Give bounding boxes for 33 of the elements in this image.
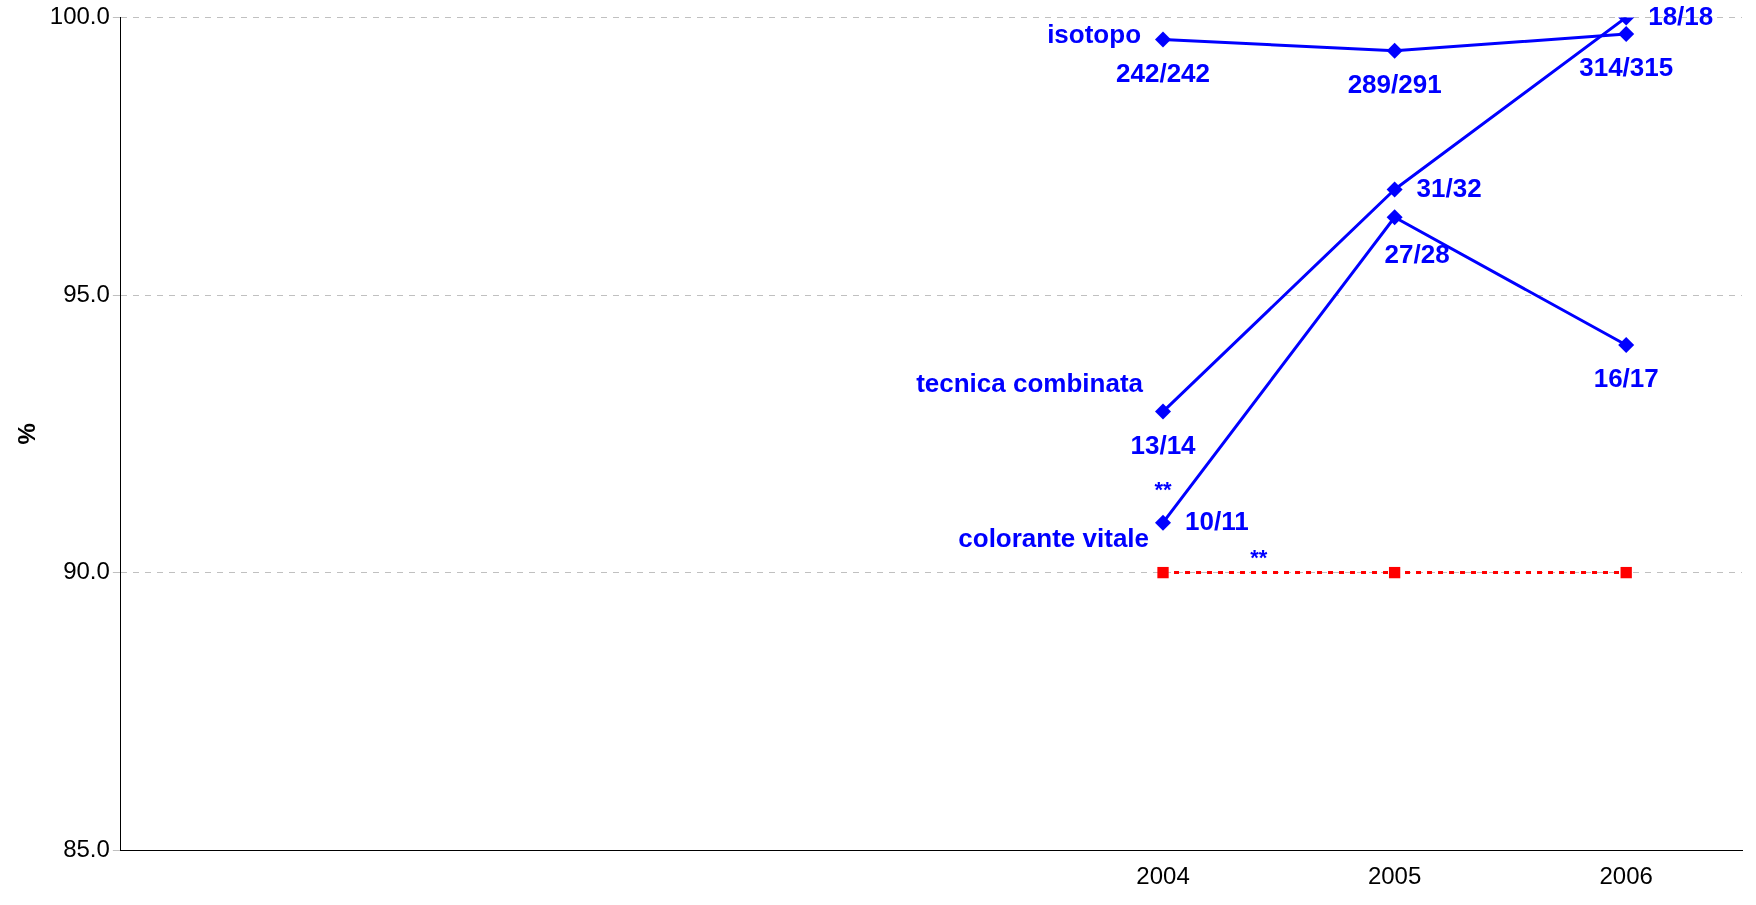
data-label: 10/11 bbox=[1185, 505, 1249, 536]
point bbox=[1155, 514, 1172, 531]
data-label: 31/32 bbox=[1416, 172, 1482, 203]
annotation: ** bbox=[1250, 544, 1268, 570]
x-tick-label: 2006 bbox=[1599, 862, 1653, 890]
point bbox=[1157, 566, 1169, 579]
point bbox=[1386, 42, 1403, 59]
x-tick-label: 2004 bbox=[1136, 862, 1190, 890]
point bbox=[1155, 31, 1172, 48]
point bbox=[1618, 26, 1635, 43]
point bbox=[1155, 403, 1172, 420]
data-label: 27/28 bbox=[1384, 239, 1450, 270]
point bbox=[1386, 181, 1403, 198]
y-tick-label: 100.0 bbox=[49, 2, 110, 30]
data-label: 16/17 bbox=[1593, 363, 1659, 394]
point bbox=[1386, 209, 1403, 226]
data-label: 242/242 bbox=[1116, 57, 1211, 88]
y-tick-label: 85.0 bbox=[63, 834, 110, 862]
series-label: colorante vitale bbox=[958, 522, 1150, 553]
series-label: isotopo bbox=[1047, 18, 1142, 49]
point bbox=[1618, 336, 1635, 353]
data-label: 314/315 bbox=[1579, 52, 1674, 83]
y-axis-title: % bbox=[13, 423, 41, 445]
x-tick-label: 2005 bbox=[1367, 862, 1422, 890]
y-tick-label: 90.0 bbox=[63, 557, 110, 585]
point bbox=[1388, 566, 1401, 579]
series-label: tecnica combinata bbox=[916, 367, 1144, 398]
point bbox=[1620, 566, 1632, 579]
data-label: 289/291 bbox=[1347, 68, 1442, 99]
data-label: 18/18 bbox=[1648, 0, 1714, 31]
annotation: ** bbox=[1154, 476, 1173, 502]
data-label: 13/14 bbox=[1130, 429, 1197, 460]
y-tick-label: 95.0 bbox=[63, 279, 110, 307]
